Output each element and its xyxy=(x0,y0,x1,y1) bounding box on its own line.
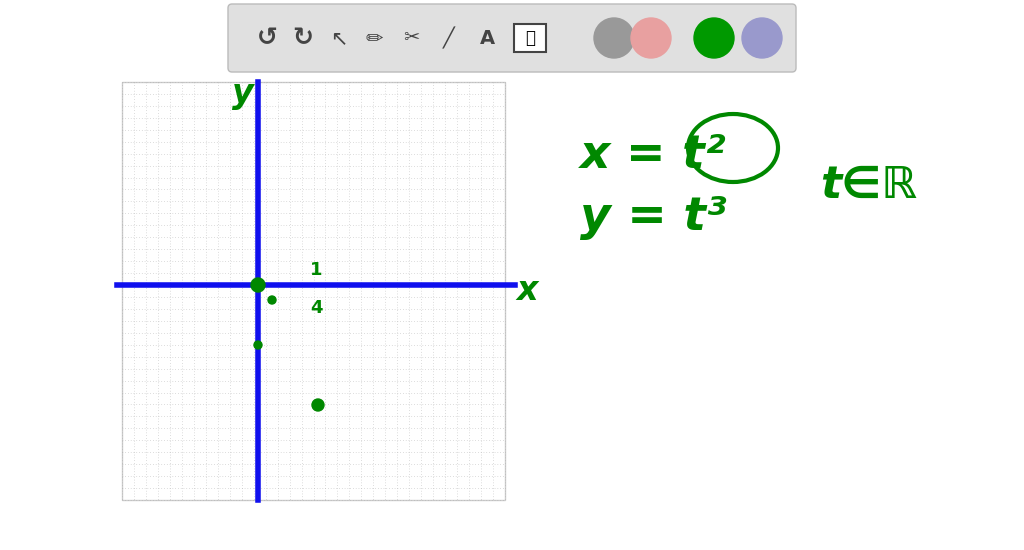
Text: ✏: ✏ xyxy=(366,28,383,48)
Circle shape xyxy=(631,18,671,58)
Text: 1: 1 xyxy=(309,261,323,279)
FancyBboxPatch shape xyxy=(122,82,505,500)
Text: ↻: ↻ xyxy=(293,26,313,50)
Circle shape xyxy=(268,296,276,304)
Text: ╱: ╱ xyxy=(443,27,455,49)
Text: 4: 4 xyxy=(309,299,323,317)
Text: x = t²: x = t² xyxy=(580,133,726,178)
Text: y: y xyxy=(232,76,254,109)
Circle shape xyxy=(254,341,262,349)
Text: ↺: ↺ xyxy=(256,26,278,50)
FancyBboxPatch shape xyxy=(228,4,796,72)
FancyBboxPatch shape xyxy=(514,24,546,52)
Text: y = t³: y = t³ xyxy=(580,195,727,240)
Circle shape xyxy=(312,399,324,411)
Circle shape xyxy=(251,278,265,292)
Circle shape xyxy=(694,18,734,58)
Text: x: x xyxy=(516,273,538,306)
Text: 🖼: 🖼 xyxy=(525,29,535,47)
Circle shape xyxy=(594,18,634,58)
Text: t∈ℝ: t∈ℝ xyxy=(820,163,916,206)
Text: A: A xyxy=(479,29,495,47)
Text: ✂: ✂ xyxy=(402,29,419,47)
Circle shape xyxy=(742,18,782,58)
Text: ↖: ↖ xyxy=(331,28,348,48)
